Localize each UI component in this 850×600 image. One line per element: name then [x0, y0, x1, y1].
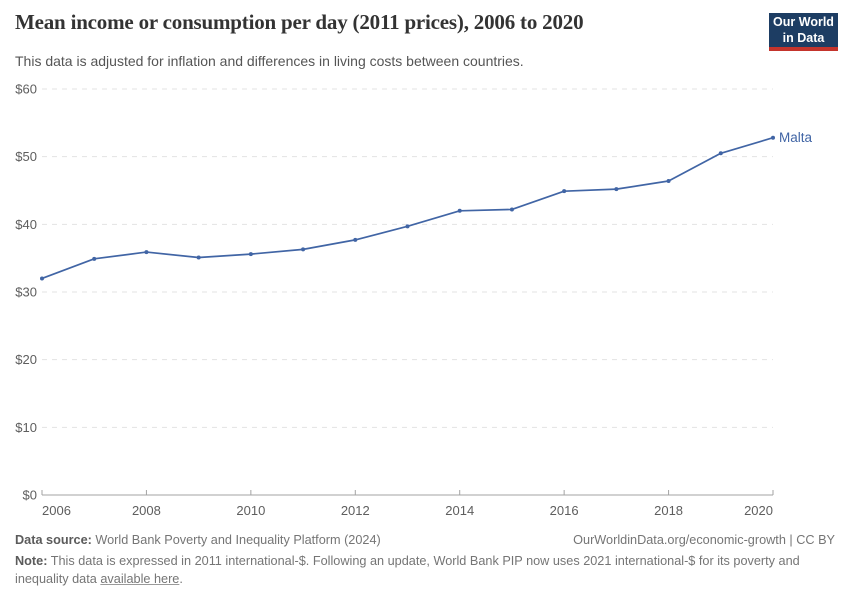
- y-tick-label: $20: [15, 352, 37, 367]
- y-tick-label: $50: [15, 149, 37, 164]
- footer-source-row: Data source: World Bank Poverty and Ineq…: [15, 533, 835, 547]
- available-here-link[interactable]: available here: [100, 571, 180, 586]
- y-tick-label: $10: [15, 420, 37, 435]
- data-source-text: World Bank Poverty and Inequality Platfo…: [91, 533, 381, 547]
- x-tick-label: 2008: [132, 503, 161, 518]
- x-tick-label: 2014: [445, 503, 474, 518]
- y-tick-label: $60: [15, 82, 37, 97]
- note-label: Note:: [15, 554, 48, 568]
- x-tick-label: 2018: [654, 503, 683, 518]
- series-label: Malta: [779, 130, 813, 145]
- data-point: [248, 252, 253, 257]
- data-point: [301, 247, 306, 252]
- data-point: [614, 187, 619, 192]
- x-tick-label: 2020: [744, 503, 773, 518]
- x-tick-label: 2006: [42, 503, 71, 518]
- chart-subtitle: This data is adjusted for inflation and …: [15, 53, 524, 69]
- data-point: [457, 208, 462, 213]
- chart-footer: Data source: World Bank Poverty and Ineq…: [15, 533, 835, 588]
- owid-logo-line1: Our World: [773, 14, 834, 29]
- data-point: [353, 237, 358, 242]
- data-point: [562, 189, 567, 194]
- data-source-label: Data source:: [15, 533, 92, 547]
- data-point: [196, 255, 201, 260]
- note-text: This data is expressed in 2011 internati…: [15, 554, 800, 586]
- data-point: [92, 256, 97, 261]
- chart-title: Mean income or consumption per day (2011…: [15, 10, 584, 34]
- note-suffix: .: [179, 571, 183, 586]
- owid-logo: Our World in Data: [769, 13, 838, 51]
- data-point: [666, 179, 671, 184]
- data-source: Data source: World Bank Poverty and Ineq…: [15, 533, 381, 547]
- data-point: [771, 135, 775, 140]
- data-point: [509, 207, 514, 212]
- owid-logo-text: Our World in Data: [773, 14, 834, 47]
- y-tick-label: $40: [15, 217, 37, 232]
- series-line: [41, 136, 774, 280]
- x-tick-label: 2016: [550, 503, 579, 518]
- x-tick-label: 2012: [341, 503, 370, 518]
- footer-note: Note: This data is expressed in 2011 int…: [15, 553, 835, 588]
- x-tick-label: 2010: [236, 503, 265, 518]
- data-point: [144, 250, 149, 255]
- attribution: OurWorldinData.org/economic-growth | CC …: [573, 533, 835, 547]
- y-tick-label: $30: [15, 285, 37, 300]
- y-tick-label: $0: [23, 488, 37, 503]
- data-point: [40, 276, 44, 281]
- data-point: [718, 151, 723, 156]
- owid-logo-line2: in Data: [782, 31, 825, 45]
- data-point: [405, 224, 410, 229]
